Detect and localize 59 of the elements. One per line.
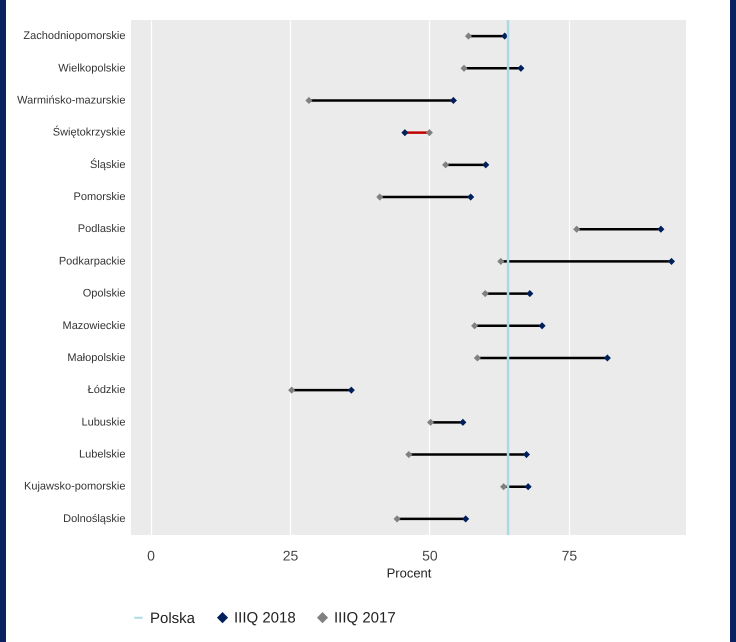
point	[450, 96, 457, 104]
point	[442, 161, 450, 168]
point	[524, 483, 532, 490]
point	[460, 64, 468, 72]
point	[305, 96, 312, 104]
point	[497, 258, 504, 265]
x-axis-title: Procent	[386, 566, 432, 580]
point	[394, 515, 401, 522]
bar	[408, 453, 526, 456]
y-tick-label: Podlaskie	[78, 223, 126, 236]
y-tick-label: Mazowieckie	[62, 320, 126, 332]
y-tick-label: Kujawsko-pomorskie	[24, 480, 126, 493]
y-tick-label: Łódzkie	[88, 384, 126, 396]
point	[405, 450, 412, 458]
point	[482, 161, 490, 168]
x-tick-label: 75	[562, 548, 578, 564]
point	[526, 290, 534, 298]
legend-label: Polska	[150, 610, 196, 627]
y-tick-label: Zachodniopomorskie	[23, 30, 126, 42]
point	[459, 418, 466, 426]
point	[426, 129, 433, 136]
point	[288, 386, 296, 394]
legend-label: IIIQ 2018	[234, 610, 296, 627]
point	[474, 354, 481, 362]
x-tick-label: 25	[282, 548, 298, 564]
bar	[292, 388, 352, 392]
point	[500, 483, 508, 490]
y-tick-label: Pomorskie	[74, 191, 126, 204]
y-tick-label: Wielkopolskie	[58, 62, 126, 74]
y-tick-label: Świętokrzyskie	[52, 126, 126, 139]
y-tick-label: Podkarpackie	[58, 255, 126, 268]
point	[462, 515, 470, 522]
point	[348, 386, 355, 394]
point	[471, 322, 478, 330]
x-tick-label: 50	[422, 548, 438, 564]
point	[573, 226, 580, 233]
bar	[500, 260, 672, 263]
point	[668, 258, 676, 265]
point	[464, 32, 472, 40]
point	[517, 64, 524, 72]
point	[401, 129, 408, 136]
point	[467, 193, 474, 201]
y-tick-label: Małopolskie	[67, 352, 126, 364]
y-tick-label: Opolskie	[82, 288, 126, 300]
point	[376, 193, 384, 201]
point	[538, 322, 546, 330]
y-tick-label: Lubelskie	[79, 448, 126, 461]
bar	[380, 196, 471, 198]
y-tick-label: Warmińsko-mazurskie	[17, 94, 126, 106]
legend-label: IIIQ 2017	[334, 610, 396, 627]
y-tick-label: Lubuskie	[81, 416, 126, 428]
y-tick-label: Dolnośląskie	[63, 512, 126, 525]
point	[657, 226, 664, 233]
point	[522, 450, 530, 458]
point	[482, 290, 489, 298]
point	[426, 418, 434, 426]
x-tick-label: 0	[147, 548, 156, 564]
point	[604, 354, 611, 362]
y-tick-label: Śląskie	[90, 158, 126, 171]
